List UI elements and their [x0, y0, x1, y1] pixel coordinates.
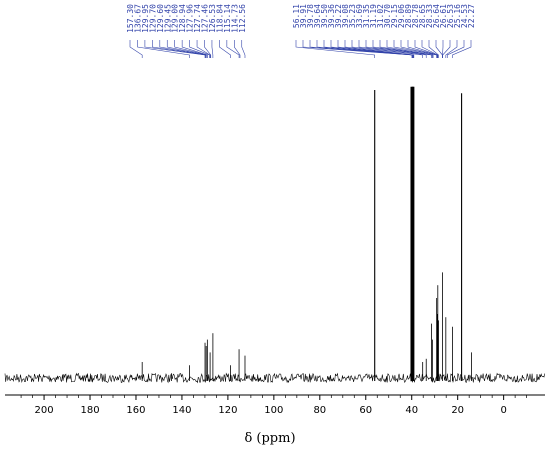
peak-shift-label: 28.65	[418, 4, 427, 28]
peak-label-leader	[445, 40, 458, 58]
peak-shift-label: 39.08	[341, 4, 350, 28]
peak-label-group: 157.30136.67129.95129.70129.60129.45129.…	[126, 4, 476, 33]
peak-label-leader	[386, 40, 434, 58]
peak-label-leader	[365, 40, 432, 58]
peak-shift-label: 39.91	[299, 4, 308, 28]
peak-shift-label: 28.33	[425, 4, 434, 28]
peak-shift-label: 39.50	[320, 4, 329, 28]
peak-shift-label: 39.78	[306, 4, 315, 28]
peak-label-leader	[330, 40, 414, 58]
peak-label-leader	[344, 40, 415, 58]
peak-label-leader	[452, 40, 472, 58]
peak-shift-label: 115.14	[223, 4, 232, 33]
spectrum-plot-area	[4, 86, 545, 384]
peak-label-leader	[379, 40, 433, 58]
peak-label-leader	[372, 40, 433, 58]
x-axis-tick-label: 120	[218, 405, 237, 416]
peak-shift-label: 129.45	[163, 4, 172, 33]
peak-shift-label: 28.78	[411, 4, 420, 28]
peak-label-leader	[204, 40, 212, 58]
peak-shift-label: 26.64	[432, 4, 441, 28]
peak-label-leader	[241, 40, 246, 58]
peak-shift-label: 28.89	[404, 4, 413, 28]
x-axis-tick-label: 80	[313, 405, 326, 416]
peak-shift-label: 25.16	[453, 4, 462, 28]
peak-shift-label: 39.36	[327, 4, 336, 28]
x-axis-tick-label: 200	[35, 405, 54, 416]
peak-label-leader	[400, 40, 438, 58]
peak-label-leader	[129, 40, 143, 58]
peak-shift-label: 31.35	[362, 4, 371, 28]
x-axis-tick-label: 40	[405, 405, 418, 416]
peak-label-leader	[137, 40, 190, 58]
x-axis-tick-label: 100	[264, 405, 283, 416]
peak-label-leaders	[129, 40, 472, 58]
peak-shift-label: 39.22	[334, 4, 343, 28]
peak-label-leader	[323, 40, 414, 58]
x-axis-tick-label: 20	[451, 405, 464, 416]
peak-label-leader	[234, 40, 241, 58]
peak-label-leader	[211, 40, 214, 58]
peak-label-leader	[428, 40, 439, 58]
peak-shift-label: 129.70	[148, 4, 157, 33]
peak-shift-label: 128.94	[178, 4, 187, 33]
peak-shift-label: 157.30	[126, 4, 135, 33]
x-axis-tick-label: 0	[500, 405, 506, 416]
peak-shift-label: 112.56	[238, 4, 247, 33]
peak-shift-label: 30.70	[383, 4, 392, 28]
peak-shift-label: 26.61	[439, 4, 448, 28]
peak-shift-label: 31.19	[369, 4, 378, 28]
peak-label-leader	[144, 40, 206, 58]
peak-label-leader	[295, 40, 376, 58]
peak-label-leader	[316, 40, 413, 58]
x-axis-tick-label: 160	[126, 405, 145, 416]
peak-shift-label: 127.74	[193, 4, 202, 33]
peak-shift-label: 129.95	[141, 4, 150, 33]
peak-shift-label: 118.84	[215, 4, 224, 33]
x-axis-tick-label: 60	[359, 405, 372, 416]
peak-label-leader	[174, 40, 208, 58]
peak-label-leader	[446, 40, 465, 58]
peak-label-leader	[421, 40, 439, 58]
peak-label-leader	[226, 40, 240, 58]
peak-shift-label: 129.00	[171, 4, 180, 33]
peak-shift-label: 26.53	[446, 4, 455, 28]
peak-shift-label: 33.69	[355, 4, 364, 28]
peak-label-leader	[166, 40, 207, 58]
peak-shift-label: 127.46	[201, 4, 210, 33]
peak-shift-label: 126.53	[208, 4, 217, 33]
peak-shift-label: 39.64	[313, 4, 322, 28]
spectrum-baseline-noise	[4, 372, 545, 384]
x-axis-tick-label: 180	[80, 405, 99, 416]
peak-label-leader	[442, 40, 451, 58]
peak-shift-label: 129.60	[156, 4, 165, 33]
x-axis-title: δ (ppm)	[244, 431, 295, 446]
peak-label-leader	[159, 40, 207, 58]
peak-shift-label: 24.53	[460, 4, 469, 28]
peak-shift-label: 35.23	[348, 4, 357, 28]
peak-label-leader	[358, 40, 427, 58]
peak-label-leader	[189, 40, 210, 58]
peak-label-leader	[351, 40, 423, 58]
peak-label-leader	[196, 40, 211, 58]
peak-shift-label: 29.06	[397, 4, 406, 28]
peak-shift-label: 114.73	[230, 4, 239, 33]
peak-shift-label: 22.27	[467, 4, 476, 28]
peak-label-leader	[337, 40, 414, 58]
peak-shift-label: 29.15	[390, 4, 399, 28]
peak-shift-label: 127.96	[186, 4, 195, 33]
peak-shift-label: 136.67	[133, 4, 142, 33]
peak-label-leader	[219, 40, 231, 58]
peak-label-leader	[309, 40, 413, 58]
x-axis-tick-label: 140	[172, 405, 191, 416]
peak-shift-label: 56.11	[292, 4, 301, 28]
x-axis: 200 180 160 140 120 100 80 60 40 20 0	[5, 394, 545, 416]
peak-label-leader	[181, 40, 208, 58]
peak-shift-label: 31.02	[376, 4, 385, 28]
